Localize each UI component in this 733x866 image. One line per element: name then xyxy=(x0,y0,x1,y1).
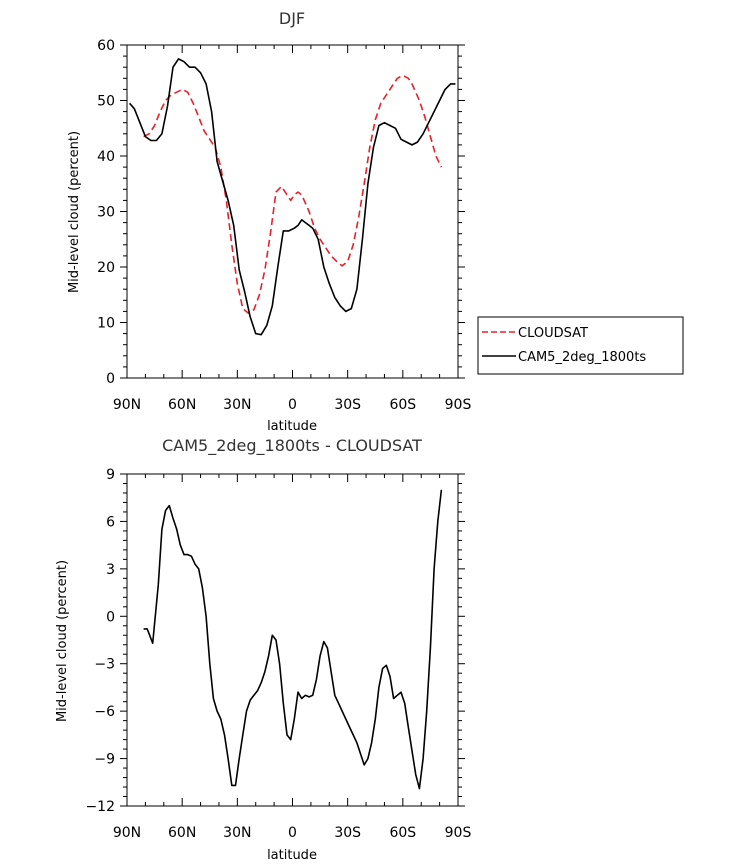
y-tick-label: 10 xyxy=(97,316,115,332)
y-tick-label: −6 xyxy=(94,704,115,720)
bottom-chart-title: CAM5_2deg_1800ts - CLOUDSAT xyxy=(162,436,422,456)
x-tick-label: 60S xyxy=(389,825,416,841)
y-tick-label: 60 xyxy=(97,38,115,54)
cam5-2deg-1800ts-series-line xyxy=(128,58,456,336)
top-chart-xlabel: latitude xyxy=(267,419,317,434)
x-tick-label: 90N xyxy=(113,397,141,413)
x-tick-label: 30N xyxy=(223,397,251,413)
x-tick-label: 90S xyxy=(445,825,472,841)
cloudsat-series-line xyxy=(143,74,443,314)
y-tick-label: 30 xyxy=(97,205,115,221)
x-tick-label: 30S xyxy=(334,397,361,413)
legend-box xyxy=(477,316,684,375)
x-tick-label: 60N xyxy=(168,825,196,841)
plot-frame xyxy=(126,44,459,379)
y-tick-label: −3 xyxy=(94,657,115,673)
bottom-chart-xlabel: latitude xyxy=(267,848,317,863)
top-chart-ylabel: Mid-level cloud (percent) xyxy=(67,131,82,293)
y-tick-label: 0 xyxy=(106,371,115,387)
y-tick-label: 3 xyxy=(106,562,115,578)
legend: CLOUDSAT CAM5_2deg_1800ts xyxy=(477,316,684,375)
x-tick-label: 90S xyxy=(445,397,472,413)
y-tick-label: 9 xyxy=(106,467,115,483)
y-tick-label: 6 xyxy=(106,514,115,530)
top-chart-panel: DJF latitude Mid-level cloud (percent) 9… xyxy=(67,9,471,434)
legend-label-cloudsat: CLOUDSAT xyxy=(518,326,588,341)
x-tick-label: 30N xyxy=(223,825,251,841)
x-tick-label: 0 xyxy=(288,397,297,413)
bottom-chart-panel: CAM5_2deg_1800ts - CLOUDSAT latitude Mid… xyxy=(55,436,471,863)
y-tick-label: 40 xyxy=(97,149,115,165)
plot-frame xyxy=(126,473,459,807)
x-tick-label: 90N xyxy=(113,825,141,841)
difference-series-line xyxy=(143,489,443,790)
top-chart-title: DJF xyxy=(279,9,305,28)
y-tick-label: 20 xyxy=(97,260,115,276)
x-tick-label: 60S xyxy=(389,397,416,413)
x-tick-label: 0 xyxy=(288,825,297,841)
bottom-chart-ylabel: Mid-level cloud (percent) xyxy=(55,560,70,722)
legend-label-cam5: CAM5_2deg_1800ts xyxy=(518,350,646,365)
y-tick-label: 0 xyxy=(106,609,115,625)
y-tick-label: 50 xyxy=(97,94,115,110)
y-tick-label: −9 xyxy=(94,752,115,768)
x-tick-label: 30S xyxy=(334,825,361,841)
x-tick-label: 60N xyxy=(168,397,196,413)
y-tick-label: −12 xyxy=(85,799,115,815)
